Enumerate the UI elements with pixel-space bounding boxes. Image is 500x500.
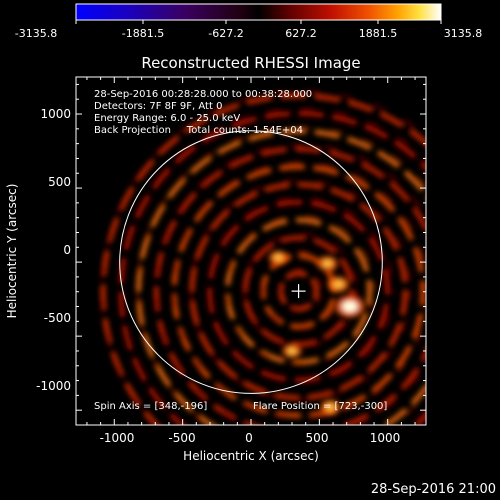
ring-11 <box>100 93 426 425</box>
axis-ticks <box>76 77 426 426</box>
y-tick-label-0: -1000 <box>36 379 71 393</box>
colorbar-gradient <box>75 3 442 21</box>
colorbar-label-5: 3135.8 <box>444 27 483 40</box>
y-tick-label-2: 0 <box>63 243 71 257</box>
ring-shadow-9 <box>136 125 426 425</box>
bright-spot-3 <box>287 346 298 355</box>
y-tick-label-1: -500 <box>44 311 71 325</box>
ring-4 <box>224 217 373 365</box>
ring-shadow-1 <box>278 267 323 313</box>
colorbar-label-3: 627.2 <box>285 27 317 40</box>
flare-position-label: Flare Position = [723,-300] <box>253 401 387 412</box>
colorbar: -3135.8 -1881.5 -627.2 627.2 1881.5 3135… <box>15 3 483 40</box>
plot-area <box>76 77 426 425</box>
header-line-4: Back Projection Total counts: 1.54E+04 <box>94 125 303 136</box>
ring-shadow-8 <box>153 143 426 425</box>
bright-spot-4 <box>324 403 336 412</box>
x-tick-label-3: 500 <box>306 431 329 445</box>
x-tick-label-4: 1000 <box>370 431 401 445</box>
x-axis-label: Heliocentric X (arcsec) <box>183 449 319 463</box>
ring-shadow-7 <box>171 161 426 419</box>
spin-axis-label: Spin Axis = [348,-196] <box>94 401 207 412</box>
ring-10 <box>118 110 426 425</box>
bright-spot-1 <box>332 279 345 289</box>
x-tick-label-1: -500 <box>168 431 195 445</box>
header-line-1: 28-Sep-2016 00:28:28.000 to 00:38:28.000 <box>94 89 312 100</box>
ring-5 <box>207 199 391 383</box>
ring-shadow-6 <box>189 179 412 402</box>
ring-shadow-5 <box>207 196 394 384</box>
colorbar-ticks <box>75 20 442 24</box>
x-tick-label-2: 0 <box>245 431 253 445</box>
interference-rings <box>100 90 426 425</box>
y-tick-label-3: 500 <box>48 175 71 189</box>
bright-spots <box>268 250 365 415</box>
colorbar-label-1: -1881.5 <box>122 27 164 40</box>
ring-7 <box>171 164 426 419</box>
bright-spot-0 <box>341 300 358 313</box>
colorbar-label-2: -627.2 <box>208 27 243 40</box>
header-line-3: Energy Range: 6.0 - 25.0 keV <box>94 113 240 124</box>
chart-title: Reconstructed RHESSI Image <box>141 54 360 72</box>
bright-spot-5 <box>273 253 284 262</box>
spin-axis-crosshair <box>291 284 306 299</box>
timestamp: 28-Sep-2016 21:00 <box>371 482 496 497</box>
x-tick-label-0: -1000 <box>100 431 135 445</box>
bright-spot-2 <box>322 259 333 268</box>
solar-limb <box>119 130 383 394</box>
ring-9 <box>136 128 426 425</box>
header-line-2: Detectors: 7F 8F 9F, Att 0 <box>94 101 222 112</box>
colorbar-label-4: 1881.5 <box>359 27 398 40</box>
y-axis-label: Heliocentric Y (arcsec) <box>5 184 19 319</box>
ring-shadow-3 <box>242 232 359 348</box>
y-tick-label-4: 1000 <box>40 107 71 121</box>
ring-shadow-4 <box>224 214 377 366</box>
ring-8 <box>153 146 426 425</box>
colorbar-label-0: -3135.8 <box>15 27 57 40</box>
